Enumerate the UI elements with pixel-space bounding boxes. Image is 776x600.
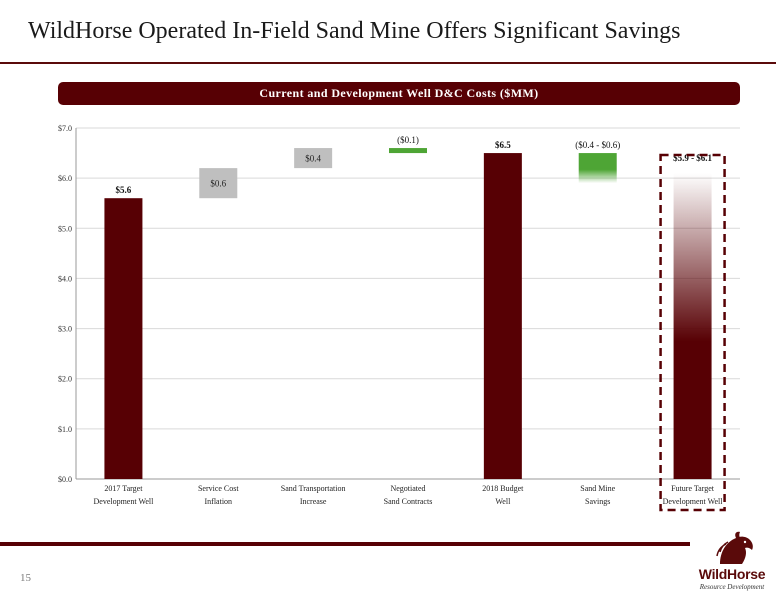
y-tick-label: $4.0 bbox=[58, 274, 72, 283]
x-tick-label: Inflation bbox=[205, 497, 233, 506]
data-label: ($0.1) bbox=[397, 135, 419, 145]
bar bbox=[673, 173, 712, 479]
x-tick-label: Development Well bbox=[663, 497, 724, 506]
company-logo: WildHorse Resource Development bbox=[690, 530, 774, 596]
y-tick-label: $6.0 bbox=[58, 174, 72, 183]
bar bbox=[483, 153, 522, 480]
y-tick-label: $2.0 bbox=[58, 375, 72, 384]
x-tick-label: 2018 Budget bbox=[482, 484, 524, 493]
bar bbox=[389, 148, 427, 154]
chart-title: Current and Development Well D&C Costs (… bbox=[58, 82, 740, 105]
x-tick-label: Sand Contracts bbox=[384, 497, 433, 506]
y-tick-label: $7.0 bbox=[58, 124, 72, 133]
y-tick-label: $1.0 bbox=[58, 425, 72, 434]
x-tick-label: Well bbox=[495, 497, 511, 506]
bar bbox=[578, 153, 617, 184]
logo-wordmark: WildHorse bbox=[698, 566, 766, 582]
bar bbox=[294, 148, 333, 169]
data-label: $5.9 - $6.1 bbox=[673, 153, 712, 163]
x-tick-label: Future Target bbox=[671, 484, 715, 493]
data-label: $0.4 bbox=[305, 154, 321, 164]
footer-divider bbox=[0, 542, 690, 546]
x-tick-label: 2017 Target bbox=[104, 484, 143, 493]
data-label: $6.5 bbox=[495, 140, 511, 150]
page-number: 15 bbox=[20, 572, 31, 584]
horse-logo-icon bbox=[716, 531, 753, 564]
x-tick-label: Service Cost bbox=[198, 484, 239, 493]
x-tick-label: Negotiated bbox=[390, 484, 425, 493]
x-tick-label: Sand Mine bbox=[580, 484, 615, 493]
x-tick-label: Savings bbox=[585, 497, 610, 506]
highlight-box bbox=[659, 153, 726, 512]
bar bbox=[199, 168, 238, 199]
y-tick-label: $5.0 bbox=[58, 224, 72, 233]
data-label: ($0.4 - $0.6) bbox=[575, 140, 620, 150]
x-tick-label: Sand Transportation bbox=[281, 484, 346, 493]
logo-tagline: Resource Development bbox=[699, 583, 765, 591]
y-tick-label: $0.0 bbox=[58, 475, 72, 484]
bar bbox=[104, 198, 143, 479]
data-label: $5.6 bbox=[116, 185, 132, 195]
page-title: WildHorse Operated In-Field Sand Mine Of… bbox=[28, 18, 681, 44]
x-tick-label: Increase bbox=[300, 497, 327, 506]
x-tick-label: Development Well bbox=[93, 497, 154, 506]
y-tick-label: $3.0 bbox=[58, 325, 72, 334]
data-label: $0.6 bbox=[210, 179, 226, 189]
title-divider bbox=[0, 62, 776, 64]
